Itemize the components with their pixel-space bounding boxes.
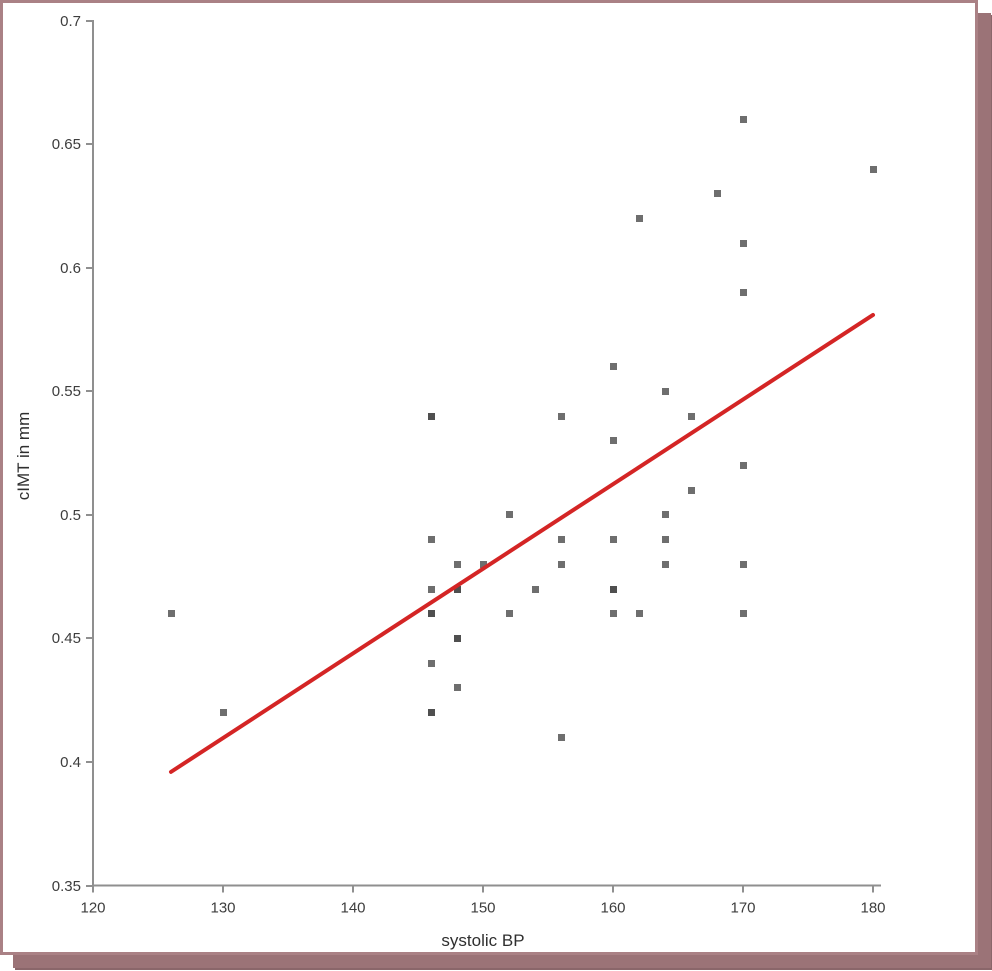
data-point xyxy=(558,536,565,543)
y-tick-label: 0.6 xyxy=(60,260,81,277)
data-point xyxy=(558,413,565,420)
data-point xyxy=(480,561,487,568)
x-tick-label: 130 xyxy=(210,900,235,917)
data-point xyxy=(610,363,617,370)
x-tick-label: 180 xyxy=(860,900,885,917)
y-tick-label: 0.65 xyxy=(52,136,81,153)
data-point xyxy=(740,561,747,568)
data-point xyxy=(662,511,669,518)
data-point xyxy=(870,166,877,173)
x-tick-label: 120 xyxy=(80,900,105,917)
data-point xyxy=(428,536,435,543)
data-point xyxy=(428,413,435,420)
data-point xyxy=(610,586,617,593)
y-tick-label: 0.35 xyxy=(52,878,81,895)
data-point xyxy=(428,709,435,716)
scatter-plot-area: 0.35 0.4 0.45 0.5 0.55 0.6 0.65 0.7 120 130 140 150… xyxy=(3,3,975,952)
x-axis-title: systolic BP xyxy=(441,931,525,950)
data-point xyxy=(610,536,617,543)
data-point xyxy=(168,610,175,617)
data-point xyxy=(740,610,747,617)
data-point xyxy=(428,660,435,667)
data-point xyxy=(454,586,461,593)
x-tick-label: 170 xyxy=(730,900,755,917)
data-point xyxy=(662,561,669,568)
y-tick-label: 0.55 xyxy=(52,383,81,400)
data-point xyxy=(532,586,539,593)
data-point xyxy=(454,684,461,691)
data-point xyxy=(714,190,721,197)
data-point xyxy=(610,610,617,617)
data-point xyxy=(688,487,695,494)
data-point xyxy=(740,289,747,296)
data-point xyxy=(662,388,669,395)
data-point xyxy=(636,610,643,617)
data-point xyxy=(220,709,227,716)
data-point xyxy=(740,462,747,469)
data-point xyxy=(454,561,461,568)
data-point xyxy=(428,586,435,593)
data-point xyxy=(428,610,435,617)
trend-line xyxy=(169,312,875,774)
x-tick-label: 150 xyxy=(470,900,495,917)
y-axis-title: cIMT in mm xyxy=(14,411,33,501)
data-point xyxy=(662,536,669,543)
data-point xyxy=(558,734,565,741)
data-point xyxy=(610,437,617,444)
data-point xyxy=(506,610,513,617)
chart-frame: 0.35 0.4 0.45 0.5 0.55 0.6 0.65 0.7 120 130 140 150… xyxy=(0,0,978,955)
scatter-chart: 0.35 0.4 0.45 0.5 0.55 0.6 0.65 0.7 120 130 140 150… xyxy=(52,13,886,917)
x-tick-label: 140 xyxy=(340,900,365,917)
data-point xyxy=(740,240,747,247)
data-point xyxy=(636,215,643,222)
y-tick-label: 0.5 xyxy=(60,507,81,524)
x-tick-label: 160 xyxy=(600,900,625,917)
data-point xyxy=(454,635,461,642)
data-point xyxy=(558,561,565,568)
y-tick-label: 0.7 xyxy=(60,13,81,30)
data-point xyxy=(688,413,695,420)
y-tick-label: 0.45 xyxy=(52,630,81,647)
data-point xyxy=(506,511,513,518)
y-tick-label: 0.4 xyxy=(60,754,81,771)
data-point xyxy=(740,116,747,123)
